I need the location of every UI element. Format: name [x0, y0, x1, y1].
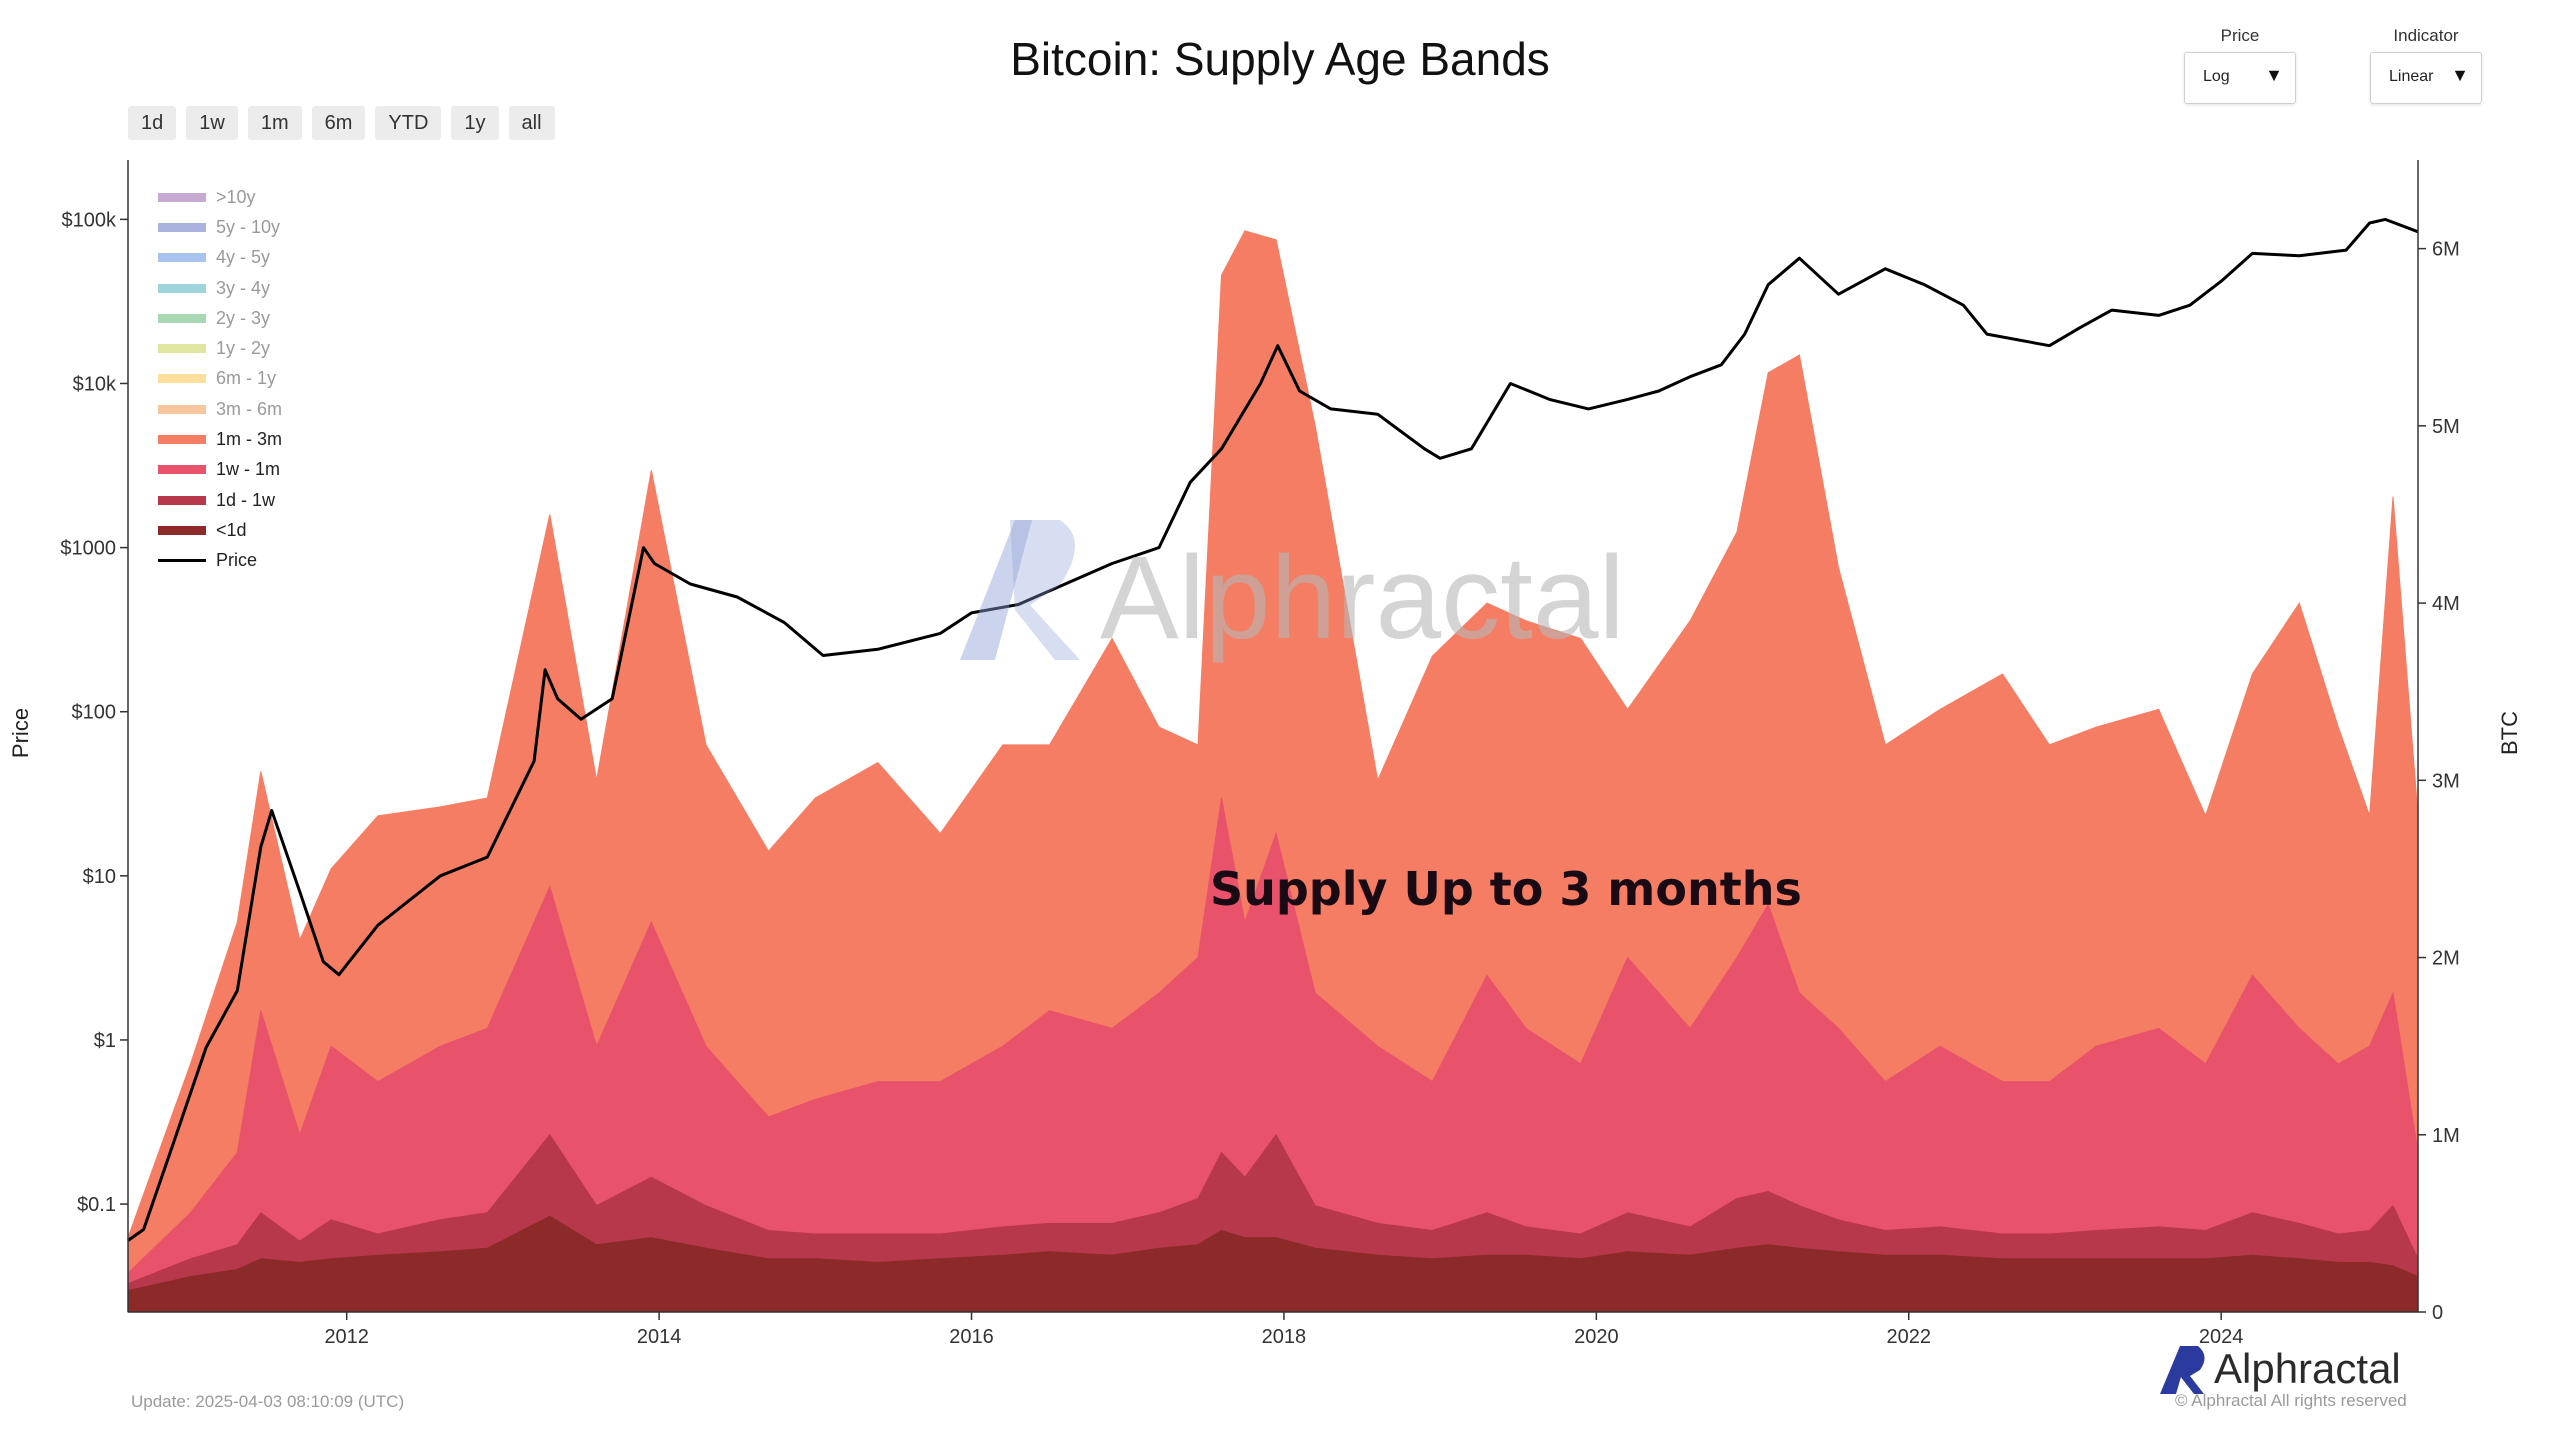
legend-swatch — [158, 313, 206, 323]
range-selector: 1d 1w 1m 6m YTD 1y all — [128, 106, 555, 140]
x-tick-label: 2018 — [1262, 1326, 1307, 1348]
legend-label: 5y - 10y — [216, 216, 281, 237]
brand: Alphractal — [2158, 1342, 2401, 1396]
x-tick-label: 2012 — [324, 1326, 369, 1348]
y-left-tick-label: $100k — [62, 209, 117, 231]
x-tick-label: 2016 — [949, 1326, 994, 1348]
range-1d-button[interactable]: 1d — [128, 106, 177, 140]
legend-swatch — [158, 283, 206, 293]
legend-swatch — [158, 525, 206, 535]
legend-item-3m-6m[interactable]: 3m - 6m — [158, 394, 282, 424]
range-6m-button[interactable]: 6m — [311, 106, 366, 140]
x-tick-label: 2020 — [1574, 1326, 1619, 1348]
legend-item-4y-5y[interactable]: 4y - 5y — [158, 243, 282, 273]
caret-down-icon: ▼ — [2451, 65, 2469, 85]
legend-item-1w-1m[interactable]: 1w - 1m — [158, 455, 282, 485]
legend-label: 6m - 1y — [216, 368, 277, 389]
legend-label: 1d - 1w — [216, 489, 276, 510]
brand-name: Alphractal — [2214, 1345, 2401, 1392]
watermark-logo-icon — [960, 520, 1032, 660]
indicator-scale-dropdown[interactable]: Linear ▼ — [2370, 52, 2482, 104]
legend-label: 1w - 1m — [216, 459, 281, 480]
area--1d — [127, 1215, 2419, 1313]
watermark: Alphractal — [940, 510, 1660, 670]
caret-down-icon: ▼ — [2265, 65, 2283, 85]
price-scale-dropdown[interactable]: Log ▼ — [2184, 52, 2296, 104]
legend-item-1y-2y[interactable]: 1y - 2y — [158, 333, 282, 363]
legend-label: <1d — [216, 519, 247, 540]
range-1y-button[interactable]: 1y — [451, 106, 499, 140]
legend-label: Price — [216, 550, 258, 571]
price-line — [127, 217, 2419, 1242]
y-right-tick-label: 4M — [2432, 593, 2460, 615]
legend-label: 2y - 3y — [216, 307, 271, 328]
legend-line — [158, 559, 206, 563]
legend-swatch — [158, 192, 206, 202]
range-ytd-button[interactable]: YTD — [375, 106, 442, 140]
legend-swatch — [158, 465, 206, 475]
legend-swatch — [158, 435, 206, 445]
legend-swatch — [158, 374, 206, 384]
legend-label: >10y — [216, 186, 256, 207]
price-scale-label: Price — [2220, 26, 2260, 45]
axes: 2012 2014 2016 2018 2020 2022 2024 $0.1 $1 $10 $10… — [60, 160, 2460, 1348]
chart-annotation: Supply Up to 3 months — [1210, 862, 1802, 916]
legend-item-6m-1y[interactable]: 6m - 1y — [158, 364, 282, 394]
legend-item-price[interactable]: Price — [158, 546, 282, 576]
range-1m-button[interactable]: 1m — [247, 106, 302, 140]
y-left-tick-label: $100 — [72, 702, 117, 724]
legend-label: 3m - 6m — [216, 398, 283, 419]
indicator-scale-label: Indicator — [2393, 26, 2459, 45]
copyright: © Alphractal All rights reserved — [2175, 1391, 2407, 1410]
alphractal-logo-icon — [2160, 1346, 2205, 1394]
legend-item-1m-3m[interactable]: 1m - 3m — [158, 424, 282, 454]
legend-item-2y-3y[interactable]: 2y - 3y — [158, 303, 282, 333]
y-right-tick-label: 5M — [2432, 416, 2460, 438]
x-tick-label: 2022 — [1887, 1326, 1932, 1348]
legend-swatch — [158, 495, 206, 505]
y-axis-right-label: BTC — [2497, 711, 2522, 755]
legend-item-5y-10y[interactable]: 5y - 10y — [158, 212, 282, 242]
range-1w-button[interactable]: 1w — [186, 106, 238, 140]
x-tick-label: 2024 — [2199, 1326, 2244, 1348]
legend-item-10y-plus[interactable]: >10y — [158, 182, 282, 212]
legend: >10y 5y - 10y 4y - 5y 3y - 4y 2y - 3y 1y… — [158, 182, 282, 576]
update-timestamp: Update: 2025-04-03 08:10:09 (UTC) — [131, 1392, 405, 1411]
legend-item-1d-1w[interactable]: 1d - 1w — [158, 485, 282, 515]
y-right-tick-label: 0 — [2432, 1302, 2443, 1324]
y-axis-left-label: Price — [8, 707, 34, 759]
area-1w-1m — [127, 797, 2419, 1313]
y-right-tick-label: 1M — [2432, 1125, 2460, 1147]
y-left-tick-label: $0.1 — [77, 1194, 116, 1216]
price-scale-control: Price Log ▼ — [2184, 26, 2296, 104]
legend-label: 1y - 2y — [216, 338, 271, 359]
indicator-scale-value: Linear — [2389, 68, 2434, 85]
legend-swatch — [158, 253, 206, 263]
y-left-tick-label: $10k — [73, 373, 117, 395]
legend-swatch — [158, 344, 206, 354]
watermark-text: Alphractal — [1100, 532, 1625, 664]
indicator-scale-control: Indicator Linear ▼ — [2370, 26, 2482, 104]
legend-item-3y-4y[interactable]: 3y - 4y — [158, 273, 282, 303]
price-line-layer — [127, 217, 2419, 1242]
legend-label: 1m - 3m — [216, 429, 283, 450]
legend-item-lt-1d[interactable]: <1d — [158, 515, 282, 545]
legend-label: 4y - 5y — [216, 247, 271, 268]
y-right-tick-label: 6M — [2432, 239, 2460, 261]
area-layer — [127, 230, 2419, 1313]
x-tick-label: 2014 — [637, 1326, 682, 1348]
y-right-tick-label: 3M — [2432, 770, 2460, 792]
range-all-button[interactable]: all — [508, 106, 555, 140]
chart-title: Bitcoin: Supply Age Bands — [1010, 33, 1550, 85]
price-scale-value: Log — [2203, 68, 2230, 85]
legend-label: 3y - 4y — [216, 277, 271, 298]
legend-swatch — [158, 404, 206, 414]
y-left-tick-label: $1000 — [60, 538, 116, 560]
y-left-tick-label: $1 — [94, 1030, 116, 1052]
y-left-tick-label: $10 — [83, 866, 116, 888]
y-right-tick-label: 2M — [2432, 948, 2460, 970]
legend-swatch — [158, 222, 206, 232]
